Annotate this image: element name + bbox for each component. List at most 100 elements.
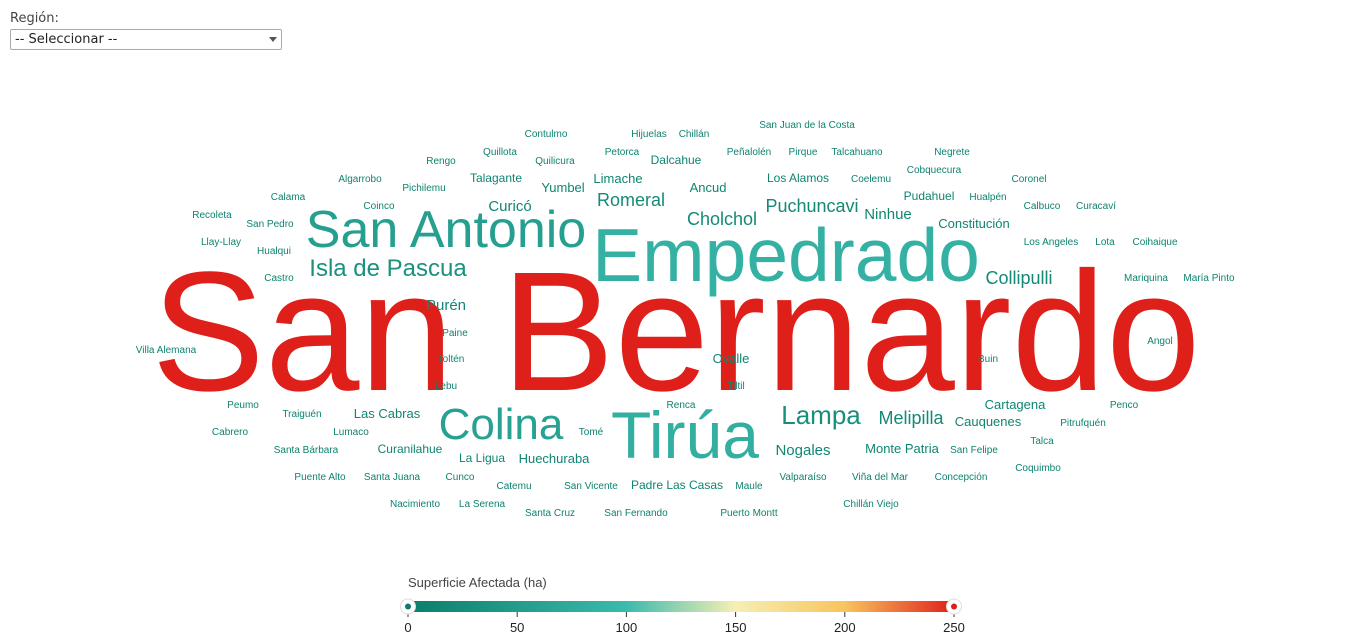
word-melipilla[interactable]: Melipilla (878, 408, 944, 428)
word-talcahuano[interactable]: Talcahuano (831, 147, 883, 158)
word-curico[interactable]: Curicó (488, 198, 531, 215)
word-vina-del-mar[interactable]: Viña del Mar (852, 472, 909, 483)
word-limache[interactable]: Limache (593, 171, 642, 186)
word-cauquenes[interactable]: Cauquenes (955, 414, 1022, 429)
word-monte-patria[interactable]: Monte Patria (865, 441, 939, 456)
word-lota[interactable]: Lota (1095, 237, 1115, 248)
word-lumaco[interactable]: Lumaco (333, 427, 369, 438)
word-huechuraba[interactable]: Huechuraba (519, 451, 591, 466)
word-negrete[interactable]: Negrete (934, 147, 970, 158)
word-collipulli[interactable]: Collipulli (985, 268, 1052, 288)
word-concepcion[interactable]: Concepción (935, 472, 988, 483)
word-padre-las-casas[interactable]: Padre Las Casas (631, 478, 723, 492)
word-santa-barbara[interactable]: Santa Bárbara (274, 445, 339, 456)
word-puente-alto[interactable]: Puente Alto (294, 472, 346, 483)
word-ancud[interactable]: Ancud (690, 180, 727, 195)
word-nogales[interactable]: Nogales (775, 442, 830, 459)
word-petorca[interactable]: Petorca (605, 147, 640, 158)
word-cholchol[interactable]: Cholchol (687, 209, 757, 229)
word-tome[interactable]: Tomé (579, 427, 604, 438)
word-cartagena[interactable]: Cartagena (985, 397, 1046, 412)
region-select[interactable]: -- Seleccionar -- (10, 29, 282, 50)
word-maule[interactable]: Maule (735, 481, 763, 492)
word-constitucion[interactable]: Constitución (938, 216, 1010, 231)
word-maria-pinto[interactable]: María Pinto (1183, 273, 1235, 284)
word-curacavi[interactable]: Curacaví (1076, 201, 1116, 212)
legend-min-handle[interactable] (400, 598, 416, 615)
word-tiltil[interactable]: Tiltil (727, 381, 744, 392)
word-pirque[interactable]: Pirque (789, 147, 818, 158)
word-calbuco[interactable]: Calbuco (1024, 201, 1061, 212)
word-pudahuel[interactable]: Pudahuel (904, 189, 955, 203)
word-villa-alemana[interactable]: Villa Alemana (136, 345, 197, 356)
word-san-felipe[interactable]: San Felipe (950, 445, 998, 456)
word-coihaique[interactable]: Coihaique (1132, 237, 1177, 248)
word-algarrobo[interactable]: Algarrobo (338, 174, 382, 185)
word-pitrufquen[interactable]: Pitrufquén (1060, 418, 1106, 429)
word-ovalle[interactable]: Ovalle (713, 351, 750, 366)
word-ninhue[interactable]: Ninhue (864, 206, 912, 223)
word-santa-cruz[interactable]: Santa Cruz (525, 508, 575, 519)
word-san-pedro[interactable]: San Pedro (246, 219, 294, 230)
word-san-juan-de-la-costa[interactable]: San Juan de la Costa (759, 120, 855, 131)
word-peumo[interactable]: Peumo (227, 400, 259, 411)
word-san-vicente[interactable]: San Vicente (564, 481, 618, 492)
word-nacimiento[interactable]: Nacimiento (390, 499, 440, 510)
word-hijuelas[interactable]: Hijuelas (631, 129, 667, 140)
word-empedrado[interactable]: Empedrado (592, 213, 980, 297)
word-las-cabras[interactable]: Las Cabras (354, 406, 421, 421)
word-los-angeles[interactable]: Los Angeles (1024, 237, 1079, 248)
word-tolten[interactable]: Toltén (438, 354, 465, 365)
word-san-bernardo[interactable]: San Bernardo (151, 237, 1200, 427)
legend-max-handle[interactable] (946, 598, 962, 615)
word-san-fernando[interactable]: San Fernando (604, 508, 668, 519)
word-puchuncavi[interactable]: Puchuncavi (765, 196, 858, 216)
word-cobquecura[interactable]: Cobquecura (907, 165, 962, 176)
word-penco[interactable]: Penco (1110, 400, 1139, 411)
word-chillan-viejo[interactable]: Chillán Viejo (843, 499, 899, 510)
word-rengo[interactable]: Rengo (426, 156, 456, 167)
word-puren[interactable]: Purén (426, 297, 466, 314)
word-llay-llay[interactable]: Llay-Llay (201, 237, 241, 248)
word-valparaiso[interactable]: Valparaíso (779, 472, 827, 483)
word-puerto-montt[interactable]: Puerto Montt (720, 508, 777, 519)
word-colina[interactable]: Colina (439, 400, 564, 449)
word-san-antonio[interactable]: San Antonio (306, 201, 586, 259)
word-talagante[interactable]: Talagante (470, 171, 522, 185)
word-tirua[interactable]: Tirúa (611, 398, 759, 472)
word-coinco[interactable]: Coinco (363, 201, 395, 212)
word-traiguen[interactable]: Traiguén (282, 409, 321, 420)
word-recoleta[interactable]: Recoleta (192, 210, 232, 221)
word-castro[interactable]: Castro (264, 273, 294, 284)
word-coquimbo[interactable]: Coquimbo (1015, 463, 1061, 474)
word-calama[interactable]: Calama (271, 192, 306, 203)
word-renca[interactable]: Renca (667, 400, 696, 411)
word-angol[interactable]: Angol (1147, 336, 1173, 347)
word-coronel[interactable]: Coronel (1011, 174, 1046, 185)
word-talca[interactable]: Talca (1030, 436, 1054, 447)
word-yumbel[interactable]: Yumbel (541, 180, 584, 195)
word-penalolen[interactable]: Peñalolén (727, 147, 771, 158)
word-contulmo[interactable]: Contulmo (525, 129, 568, 140)
word-quilicura[interactable]: Quilicura (535, 156, 575, 167)
word-santa-juana[interactable]: Santa Juana (364, 472, 421, 483)
word-catemu[interactable]: Catemu (496, 481, 531, 492)
word-la-ligua[interactable]: La Ligua (459, 451, 505, 465)
word-mariquina[interactable]: Mariquina (1124, 273, 1168, 284)
word-cunco[interactable]: Cunco (446, 472, 475, 483)
word-paine[interactable]: Paine (442, 328, 468, 339)
word-chillan[interactable]: Chillán (679, 129, 710, 140)
word-quillota[interactable]: Quillota (483, 147, 517, 158)
word-curanilahue[interactable]: Curanilahue (378, 442, 443, 456)
word-romeral[interactable]: Romeral (597, 190, 665, 210)
word-hualpen[interactable]: Hualpén (969, 192, 1006, 203)
word-isla-de-pascua[interactable]: Isla de Pascua (309, 255, 467, 282)
word-coelemu[interactable]: Coelemu (851, 174, 891, 185)
word-lebu[interactable]: Lebu (435, 381, 457, 392)
word-lampa[interactable]: Lampa (781, 400, 861, 430)
word-los-alamos[interactable]: Los Alamos (767, 171, 829, 185)
word-pichilemu[interactable]: Pichilemu (402, 183, 445, 194)
word-buin[interactable]: Buin (978, 354, 998, 365)
word-hualqui[interactable]: Hualqui (257, 246, 291, 257)
word-dalcahue[interactable]: Dalcahue (651, 153, 702, 167)
